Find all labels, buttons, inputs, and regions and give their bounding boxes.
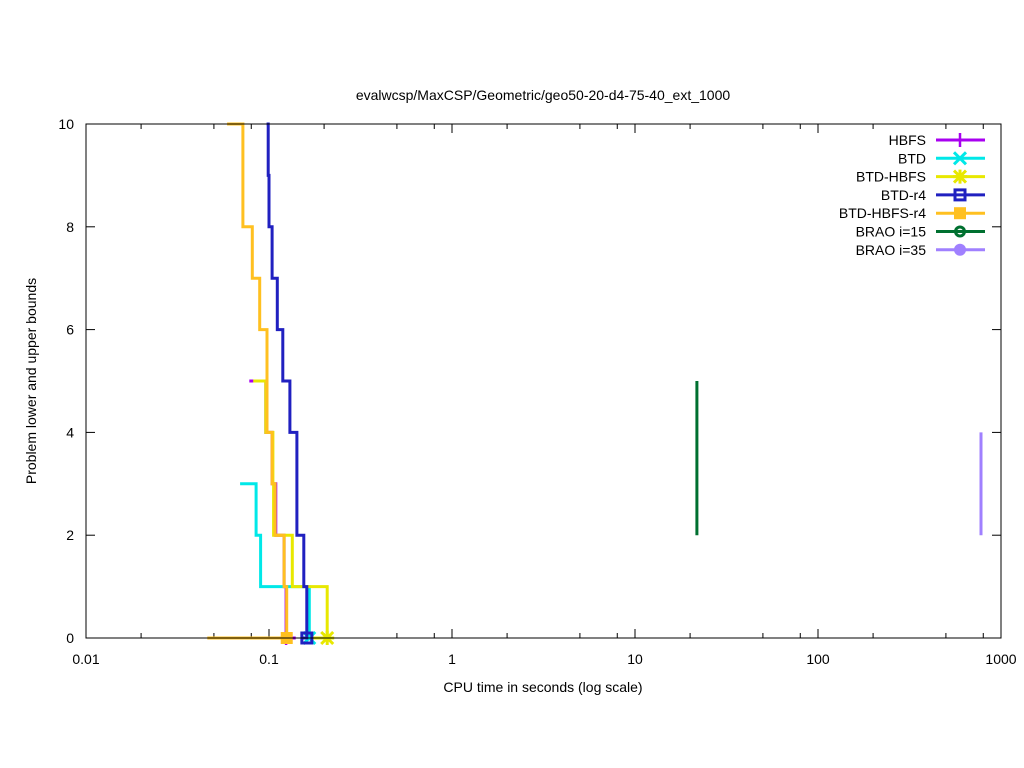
legend-label: BTD (898, 150, 926, 166)
x-tick-label: 10 (627, 651, 643, 667)
series-line (266, 122, 309, 640)
legend-label: BRAO i=15 (856, 224, 927, 240)
y-tick-label: 10 (58, 116, 74, 132)
marker-filled-square (954, 207, 966, 220)
legend-label: BTD-HBFS-r4 (839, 205, 926, 221)
marker-plus (953, 133, 967, 147)
series-line (207, 122, 289, 640)
y-tick-label: 4 (66, 424, 74, 440)
y-tick-label: 0 (66, 630, 74, 646)
x-tick-label: 1000 (985, 651, 1016, 667)
legend-label: HBFS (889, 132, 926, 148)
series-line (240, 482, 312, 640)
y-tick-label: 6 (66, 322, 74, 338)
marker-cross (952, 151, 968, 166)
marker-open-square (953, 188, 967, 202)
x-tick-label: 0.1 (259, 651, 279, 667)
x-tick-label: 0.01 (72, 651, 99, 667)
marker-open-circle (954, 225, 966, 238)
x-axis-label: CPU time in seconds (log scale) (443, 679, 642, 695)
series-btd-hbfs-r4 (207, 122, 293, 644)
plot-frame (85, 123, 1002, 639)
legend-label: BRAO i=35 (856, 242, 927, 258)
x-tick-label: 1 (448, 651, 456, 667)
series-btd-hbfs (253, 379, 335, 646)
y-tick-label: 8 (66, 219, 74, 235)
x-tick-label: 100 (806, 651, 830, 667)
y-tick-label: 2 (66, 527, 74, 543)
y-axis-label: Problem lower and upper bounds (23, 278, 39, 484)
chart-title: evalwcsp/MaxCSP/Geometric/geo50-20-d4-75… (356, 87, 731, 103)
series-btd-r4 (266, 122, 314, 645)
marker-filled-circle (954, 243, 966, 256)
marker-star (952, 169, 968, 184)
legend-label: BTD-HBFS (856, 169, 926, 185)
legend-label: BTD-r4 (881, 187, 926, 203)
